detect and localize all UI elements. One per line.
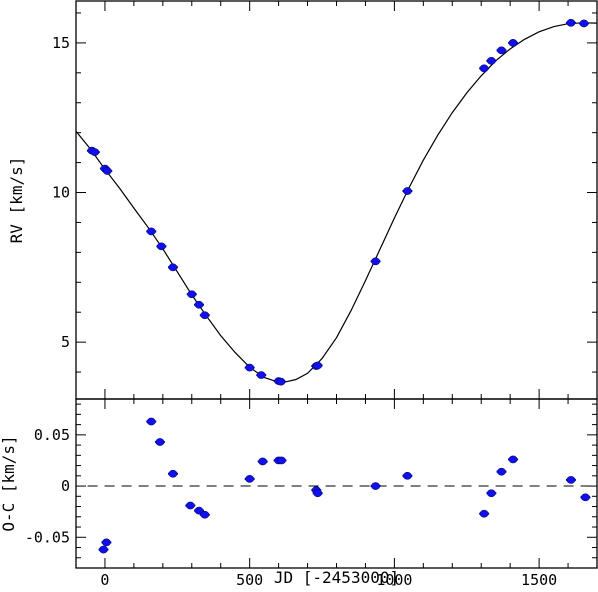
residual-data-point [566, 476, 576, 484]
rv-data-point [168, 263, 178, 272]
residual-data-point [508, 455, 518, 464]
x-tick-label: 1000 [376, 571, 412, 587]
residual-data-point [402, 471, 412, 480]
rv-data-point [313, 361, 323, 370]
rv-data-point [371, 257, 381, 266]
rv-frame [75, 0, 598, 400]
residual-data-point [101, 538, 111, 547]
x-tick-label: 1500 [521, 571, 557, 587]
rv-data-point [566, 18, 576, 27]
residual-data-point [185, 501, 195, 510]
residual-data-point [200, 510, 210, 519]
residual-data-point [146, 417, 156, 426]
residual-panel: 0 500 1000 1500 -0.05 0 0.05 [25, 398, 598, 589]
rv-data-point [245, 363, 255, 372]
residual-y-tick-label: 0 [61, 477, 70, 495]
residual-data-point [486, 489, 496, 498]
residual-data-point [245, 475, 255, 483]
rv-data-point [156, 242, 166, 251]
rv-data-point [497, 46, 506, 55]
residual-y-tick-label: -0.05 [25, 528, 70, 546]
rv-y-tick-label: 15 [52, 34, 70, 52]
rv-panel: 5 10 15 [52, 0, 598, 400]
x-axis-label: JD [-2453000] [274, 568, 399, 587]
rv-axis-label: RV [km/s] [7, 157, 26, 244]
residual-axis-label: O-C [km/s] [0, 435, 18, 531]
rv-data-point [102, 167, 112, 175]
residual-data-point [168, 469, 178, 478]
residual-data-point [371, 482, 381, 490]
residual-data-point [580, 493, 590, 502]
rv-data-point [579, 19, 589, 28]
rv-data-point [402, 187, 412, 195]
residual-y-tick-label: 0.05 [34, 426, 70, 444]
rv-data-point [90, 148, 100, 156]
rv-data-point [486, 56, 496, 65]
x-tick-label: 0 [100, 571, 109, 587]
rv-data-point [508, 39, 518, 47]
rv-data-point [146, 227, 156, 236]
residual-data-point [258, 457, 268, 466]
rv-y-tick-label: 5 [61, 333, 70, 351]
rv-data-point [187, 290, 197, 299]
x-tick-label: 500 [236, 571, 263, 587]
rv-data-point [194, 300, 204, 309]
rv-data-point [256, 371, 266, 379]
residual-data-point [479, 509, 489, 518]
rv-y-tick-label: 10 [52, 184, 70, 202]
residual-data-point [313, 489, 323, 498]
residual-data-point [155, 438, 165, 446]
rv-model-curve [75, 22, 598, 383]
rv-data-point [479, 64, 489, 73]
residual-data-point [194, 506, 204, 515]
residual-data-point [497, 467, 506, 476]
residual-data-point [99, 545, 108, 554]
residual-data-point [277, 456, 286, 465]
rv-data-point [276, 377, 286, 386]
rv-data-point [200, 311, 210, 320]
